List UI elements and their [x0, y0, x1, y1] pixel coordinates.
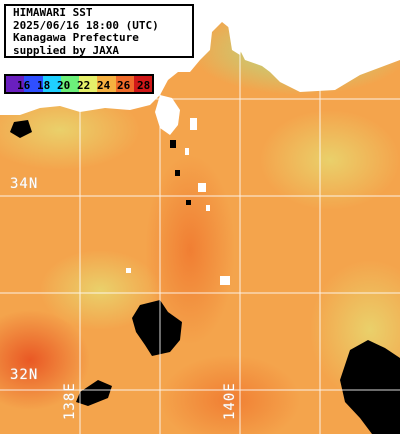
island [126, 268, 131, 273]
legend-label-28: 28 [137, 79, 151, 92]
island [190, 118, 197, 130]
warm-spot [0, 310, 90, 410]
cool-water [260, 110, 400, 210]
cloud-mask [170, 140, 176, 148]
cloud-mask [10, 120, 32, 138]
title-line-credit: supplied by JAXA [13, 43, 119, 57]
cloud-mask [186, 200, 191, 205]
legend-swatch [42, 76, 61, 92]
lat-label-32n: 32N [10, 367, 39, 383]
legend-swatch [115, 76, 134, 92]
legend-swatch [6, 76, 25, 92]
island [220, 276, 230, 285]
legend-label-24: 24 [97, 79, 111, 92]
title-box: HIMAWARI SST 2025/06/16 18:00 (UTC) Kana… [4, 4, 194, 58]
island [206, 205, 210, 211]
title-line-region: Kanagawa Prefecture [13, 31, 139, 44]
cloud-mask [175, 170, 180, 176]
island [185, 148, 189, 155]
warm-band [160, 355, 300, 434]
legend-labels: 16 18 20 22 24 26 28 [17, 79, 157, 93]
legend-swatch [79, 76, 98, 92]
legend-label-20: 20 [57, 79, 71, 92]
legend-label-18: 18 [37, 79, 51, 92]
lat-label-34n: 34N [10, 176, 39, 192]
legend-swatch [133, 76, 152, 92]
legend-label-26: 26 [117, 79, 131, 92]
legend-label-22: 22 [77, 79, 91, 92]
cool-water [0, 90, 140, 170]
legend-swatch [97, 76, 116, 92]
title-line-datetime: 2025/06/16 18:00 (UTC) [13, 18, 159, 32]
legend-swatch [60, 76, 79, 92]
color-legend: 16 18 20 22 24 26 28 [4, 74, 154, 94]
warm-band [145, 155, 235, 345]
cloud-mask [340, 340, 400, 434]
cloud-mask [132, 300, 182, 356]
lon-label-138e: 138E [62, 382, 78, 420]
lon-label-140e: 140E [222, 382, 238, 420]
legend-label-16: 16 [17, 79, 31, 92]
land-izu [155, 95, 180, 135]
cloud-mask [76, 380, 112, 406]
island [198, 183, 206, 192]
legend-swatch [24, 76, 43, 92]
title-line-product: HIMAWARI SST [13, 6, 93, 19]
